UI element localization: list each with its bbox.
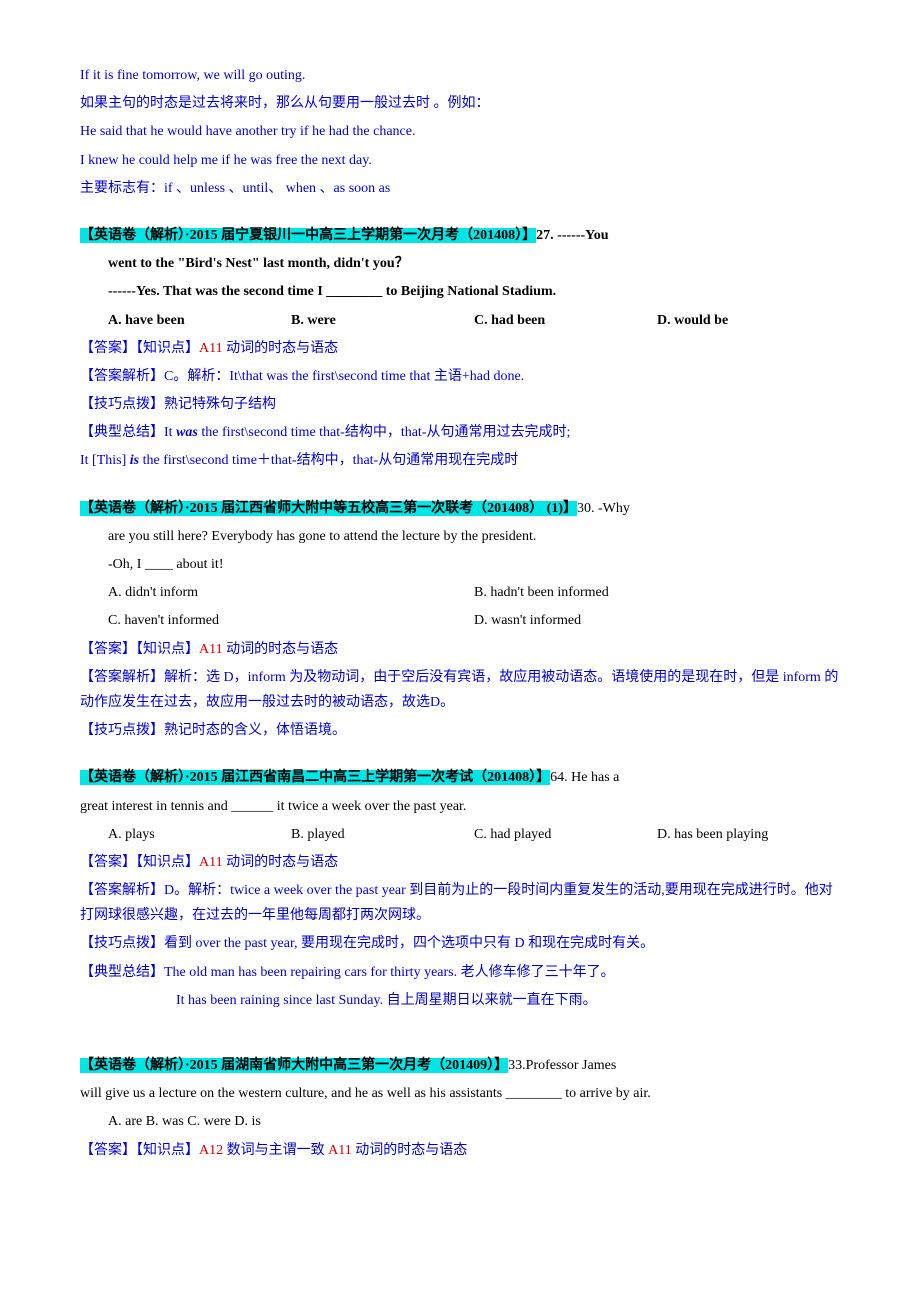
- q2-stem-1: are you still here? Everybody has gone t…: [80, 524, 840, 549]
- q4-answer: 【答案】【知识点】A12 数词与主谓一致 A11 动词的时态与语态: [80, 1138, 840, 1163]
- q3-tip: 【技巧点拨】看到 over the past year, 要用现在完成时，四个选…: [80, 931, 840, 956]
- q2-source: 【英语卷（解析）·2015 届江西省师大附中等五校高三第一次联考（201408）…: [80, 501, 577, 516]
- q1-num: 27. ------You: [536, 228, 608, 243]
- intro-line-4: I knew he could help me if he was free t…: [80, 148, 840, 173]
- q3-tip-label: 【技巧点拨】: [80, 936, 164, 951]
- q2-explain: 【答案解析】解析：选 D，inform 为及物动词，由于空后没有宾语，故应用被动…: [80, 665, 840, 715]
- q3-sum1: The old man has been repairing cars for …: [164, 965, 615, 980]
- q1-exp: C。解析：It\that was the first\second time t…: [164, 369, 524, 384]
- q1-stem-2: ------Yes. That was the second time I __…: [80, 279, 840, 304]
- q3-explain: 【答案解析】D。解析：twice a week over the past ye…: [80, 878, 840, 928]
- q3-tip-text: 看到 over the past year, 要用现在完成时，四个选项中只有 D…: [164, 936, 654, 951]
- q1-summary-2: It [This] is the first\second time＋that-…: [80, 448, 840, 473]
- q2-opt-d: D. wasn't informed: [474, 608, 840, 633]
- q2-header: 【英语卷（解析）·2015 届江西省师大附中等五校高三第一次联考（201408）…: [80, 496, 840, 521]
- q4-num: 33.Professor James: [508, 1058, 616, 1073]
- q3-stem-1: great interest in tennis and ______ it t…: [80, 794, 840, 819]
- q1-exp-label: 【答案解析】: [80, 369, 164, 384]
- q1-ans-topic: 动词的时态与语态: [226, 341, 338, 356]
- intro-line-3: He said that he would have another try i…: [80, 119, 840, 144]
- q1-explain: 【答案解析】C。解析：It\that was the first\second …: [80, 364, 840, 389]
- q4-stem-1: will give us a lecture on the western cu…: [80, 1081, 840, 1106]
- q4-header: 【英语卷（解析）·2015 届湖南省师大附中高三第一次月考（201409）】33…: [80, 1053, 840, 1078]
- q2-opt-c: C. haven't informed: [108, 608, 474, 633]
- q2-tip-label: 【技巧点拨】: [80, 723, 164, 738]
- q3-ans-topic: 动词的时态与语态: [226, 855, 338, 870]
- q3-summary-2: It has been raining since last Sunday. 自…: [80, 988, 840, 1013]
- q1-sum1c: the first\second time that-结构中，that-从句通常…: [198, 425, 571, 440]
- q1-header: 【英语卷（解析）·2015 届宁夏银川一中高三上学期第一次月考（201408）】…: [80, 223, 840, 248]
- q2-opt-a: A. didn't inform: [108, 580, 474, 605]
- question-2: 【英语卷（解析）·2015 届江西省师大附中等五校高三第一次联考（201408）…: [80, 496, 840, 744]
- intro-line-2: 如果主句的时态是过去将来时，那么从句要用一般过去时 。例如：: [80, 91, 840, 116]
- q3-ans-code: A11: [199, 855, 226, 870]
- q3-header: 【英语卷（解析）·2015 届江西省南昌二中高三上学期第一次考试（201408）…: [80, 765, 840, 790]
- q1-tip: 【技巧点拨】熟记特殊句子结构: [80, 392, 840, 417]
- q2-options-row1: A. didn't inform B. hadn't been informed: [80, 580, 840, 605]
- q2-tip: 【技巧点拨】熟记时态的含义，体悟语境。: [80, 718, 840, 743]
- q2-exp-label: 【答案解析】: [80, 670, 164, 685]
- q1-ans-code: A11: [199, 341, 226, 356]
- q3-exp-label: 【答案解析】: [80, 883, 164, 898]
- q1-source: 【英语卷（解析）·2015 届宁夏银川一中高三上学期第一次月考（201408）】: [80, 228, 536, 243]
- q2-ans-topic: 动词的时态与语态: [226, 642, 338, 657]
- q1-sum2c: the first\second time＋that-结构中，that-从句通常…: [139, 453, 518, 468]
- q3-exp: D。解析：twice a week over the past year 到目前…: [80, 883, 833, 923]
- q2-options-row2: C. haven't informed D. wasn't informed: [80, 608, 840, 633]
- q1-summary-1: 【典型总结】It was the first\second time that-…: [80, 420, 840, 445]
- q3-num: 64. He has a: [550, 770, 619, 785]
- q3-opt-b: B. played: [291, 822, 474, 847]
- q1-sum2a: It [This]: [80, 453, 130, 468]
- q3-ans-label: 【答案】【知识点】: [80, 855, 199, 870]
- intro-line-5: 主要标志有：if 、unless 、until、 when 、as soon a…: [80, 176, 840, 201]
- q2-ans-label: 【答案】【知识点】: [80, 642, 199, 657]
- q1-answer: 【答案】【知识点】A11 动词的时态与语态: [80, 336, 840, 361]
- q4-options: A. are B. was C. were D. is: [80, 1109, 840, 1134]
- q4-ans-label: 【答案】【知识点】: [80, 1143, 199, 1158]
- q2-tip-text: 熟记时态的含义，体悟语境。: [164, 723, 346, 738]
- q1-tip-label: 【技巧点拨】: [80, 397, 164, 412]
- q1-sum-label: 【典型总结】: [80, 425, 164, 440]
- question-3: 【英语卷（解析）·2015 届江西省南昌二中高三上学期第一次考试（201408）…: [80, 765, 840, 1013]
- q2-answer: 【答案】【知识点】A11 动词的时态与语态: [80, 637, 840, 662]
- intro-line-1: If it is fine tomorrow, we will go outin…: [80, 63, 840, 88]
- q4-source: 【英语卷（解析）·2015 届湖南省师大附中高三第一次月考（201409）】: [80, 1058, 508, 1073]
- q1-tip-text: 熟记特殊句子结构: [164, 397, 276, 412]
- q1-opt-a: A. have been: [108, 308, 291, 333]
- q4-ans-code1: A12: [199, 1143, 227, 1158]
- q1-sum1b: was: [176, 425, 198, 440]
- q1-opt-d: D. would be: [657, 308, 840, 333]
- q2-ans-code: A11: [199, 642, 226, 657]
- q2-exp: 解析：选 D，inform 为及物动词，由于空后没有宾语，故应用被动语态。语境使…: [80, 670, 838, 710]
- q4-ans-topic1: 数词与主谓一致: [227, 1143, 329, 1158]
- q1-sum1a: It: [164, 425, 176, 440]
- q3-options: A. plays B. played C. had played D. has …: [80, 822, 840, 847]
- q3-sum-label: 【典型总结】: [80, 965, 164, 980]
- q3-opt-d: D. has been playing: [657, 822, 840, 847]
- q1-stem-1: went to the "Bird's Nest" last month, di…: [80, 251, 840, 276]
- q2-num: 30. -Why: [577, 501, 630, 516]
- q2-stem-2: -Oh, I ____ about it!: [80, 552, 840, 577]
- q1-sum2b: is: [130, 453, 139, 468]
- q3-opt-c: C. had played: [474, 822, 657, 847]
- q3-summary-1: 【典型总结】The old man has been repairing car…: [80, 960, 840, 985]
- question-1: 【英语卷（解析）·2015 届宁夏银川一中高三上学期第一次月考（201408）】…: [80, 223, 840, 474]
- q3-opt-a: A. plays: [108, 822, 291, 847]
- q3-answer: 【答案】【知识点】A11 动词的时态与语态: [80, 850, 840, 875]
- q3-source: 【英语卷（解析）·2015 届江西省南昌二中高三上学期第一次考试（201408）…: [80, 770, 550, 785]
- question-4: 【英语卷（解析）·2015 届湖南省师大附中高三第一次月考（201409）】33…: [80, 1053, 840, 1163]
- q4-ans-topic2: 动词的时态与语态: [355, 1143, 467, 1158]
- q2-opt-b: B. hadn't been informed: [474, 580, 840, 605]
- q1-opt-b: B. were: [291, 308, 474, 333]
- q4-ans-code2: A11: [328, 1143, 355, 1158]
- q1-ans-label: 【答案】【知识点】: [80, 341, 199, 356]
- q1-options: A. have been B. were C. had been D. woul…: [80, 308, 840, 333]
- q1-opt-c: C. had been: [474, 308, 657, 333]
